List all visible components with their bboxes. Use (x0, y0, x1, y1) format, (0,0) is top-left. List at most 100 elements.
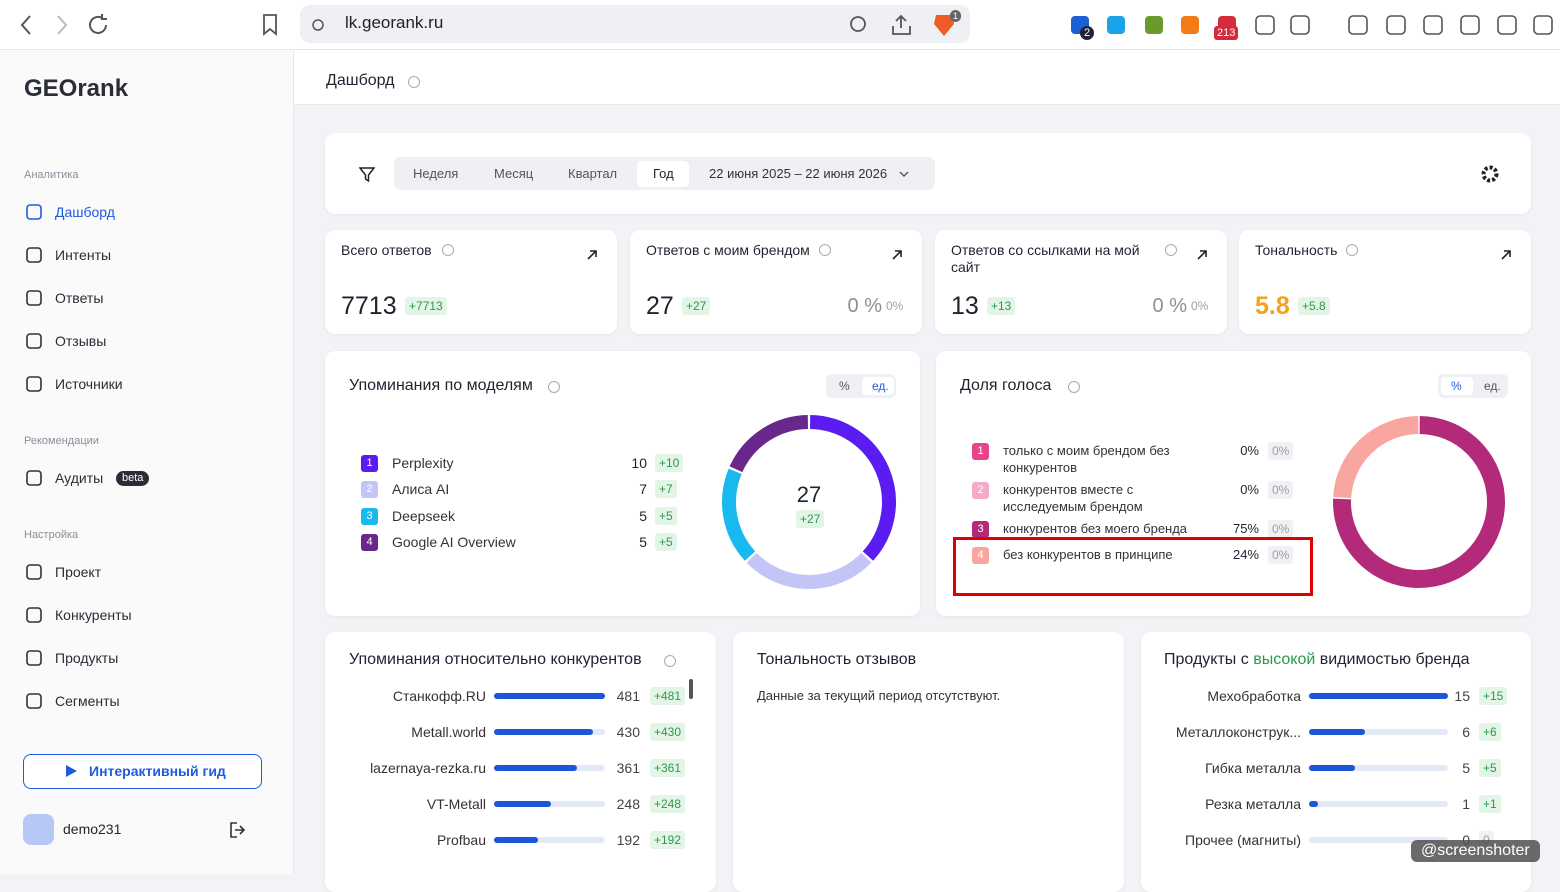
legend-delta: 0% (1268, 520, 1294, 538)
open-icon[interactable] (890, 248, 904, 262)
legend-value: 0% (1240, 443, 1259, 458)
nav-icon[interactable] (25, 649, 43, 667)
nav-icon[interactable] (25, 606, 43, 624)
toggle-option[interactable]: % (839, 379, 850, 393)
extensions (1071, 15, 1553, 35)
ext-icon (1497, 15, 1517, 35)
reviews-card (733, 632, 1124, 892)
bookmark-shape (263, 14, 277, 36)
ext-icon (1255, 15, 1275, 35)
tune (312, 19, 324, 31)
nav-icon-shape (26, 247, 42, 263)
kpi-value: 13 (951, 292, 979, 320)
donut-total: 27 (796, 482, 822, 507)
nav-item[interactable]: Ответы (55, 290, 104, 306)
toggle-option[interactable]: ед. (1484, 379, 1501, 393)
zoom (850, 16, 866, 32)
nav-icon[interactable] (25, 332, 43, 350)
kpi-delta: +7713 (405, 297, 447, 315)
info-icon (1068, 381, 1080, 393)
models-card (325, 351, 920, 616)
donut-total-delta: +27 (796, 510, 825, 528)
ext-icon (1348, 15, 1368, 35)
nav-icon-shape (26, 290, 42, 306)
nav-item[interactable]: Продукты (55, 650, 119, 666)
nav-icon[interactable] (25, 563, 43, 581)
nav-icon[interactable] (25, 469, 43, 487)
nav-item[interactable]: Проект (55, 564, 102, 580)
nav-item[interactable]: Аудиты (55, 470, 104, 486)
kpi-label: Ответов с моим брендом (646, 242, 810, 258)
badge: 213 (1214, 26, 1239, 40)
legend-name: Алиса AI (392, 481, 450, 497)
legend-value: 5 (639, 508, 647, 524)
chevron-shape (899, 171, 909, 177)
open-icon[interactable] (1195, 248, 1209, 262)
bar-value: 248 (616, 796, 640, 812)
info-icon (819, 244, 831, 256)
date-range[interactable]: 22 июня 2025 – 22 июня 2026 (709, 166, 888, 181)
legend-name: Google AI Overview (392, 534, 516, 550)
nav-icon-shape (26, 333, 42, 349)
kpi-label: Тональность (1255, 242, 1338, 258)
bar-delta: +361 (650, 759, 686, 777)
guide-text[interactable]: Интерактивный гид (89, 763, 226, 779)
rank-box: 4 (361, 534, 378, 551)
brave (934, 15, 954, 36)
chevron[interactable] (898, 168, 910, 180)
kpi-share-delta: 0% (886, 299, 904, 313)
arrow (892, 250, 902, 260)
nav-item[interactable]: Сегменты (55, 693, 120, 709)
bar-delta: +15 (1479, 687, 1508, 705)
arrow (1501, 250, 1511, 260)
rank-box: 1 (972, 443, 989, 460)
toggle-option[interactable]: % (1451, 379, 1462, 393)
kpi-card (630, 230, 922, 334)
period-option[interactable]: Квартал (568, 166, 618, 181)
period-option[interactable]: Месяц (494, 166, 534, 181)
nav-item[interactable]: Отзывы (55, 333, 107, 349)
filter-icon[interactable] (359, 166, 375, 182)
share (892, 14, 911, 35)
section-title: Аналитика (24, 169, 79, 181)
badge: 2 (1080, 26, 1095, 40)
toggle-selected (862, 377, 894, 395)
ext-icon (1181, 16, 1199, 34)
nav-item[interactable]: Источники (55, 376, 123, 392)
settings[interactable] (1480, 164, 1500, 184)
guide-button[interactable] (23, 754, 262, 789)
nav-icon[interactable] (25, 692, 43, 710)
nav-icon[interactable] (25, 289, 43, 307)
kpi-value: 7713 (341, 292, 397, 320)
nav-icon[interactable] (25, 203, 43, 221)
nav-item[interactable]: Конкуренты (55, 607, 132, 623)
open-icon[interactable] (585, 248, 599, 262)
nav-icon-shape (26, 470, 42, 486)
ext-icon (1533, 15, 1553, 35)
bar-delta: +6 (1479, 723, 1501, 741)
toggle-option[interactable]: ед. (872, 379, 889, 393)
bar (1309, 693, 1448, 699)
period-option[interactable]: Год (653, 166, 674, 181)
arrow (1197, 250, 1207, 260)
bar-value: 481 (616, 688, 640, 704)
nav-icon[interactable] (25, 246, 43, 264)
open-icon[interactable] (1499, 248, 1513, 262)
logout-shape (230, 822, 246, 838)
rank-box: 3 (361, 508, 378, 525)
play-icon[interactable] (64, 764, 78, 778)
logout[interactable] (228, 821, 246, 839)
kpi-card (935, 230, 1227, 334)
beta-badge: beta (116, 471, 150, 486)
bookmark[interactable] (262, 14, 278, 36)
bar-value: 192 (616, 832, 640, 848)
gear-hole (1487, 171, 1493, 177)
url-field[interactable] (300, 5, 970, 43)
nav-item[interactable]: Дашборд (55, 204, 115, 220)
bar-value: 15 (1454, 688, 1470, 704)
nav-icon[interactable] (25, 375, 43, 393)
period-option[interactable]: Неделя (413, 166, 459, 181)
nav-item[interactable]: Интенты (55, 247, 112, 263)
browser-nav[interactable] (14, 10, 114, 40)
kpi-delta: +13 (987, 297, 1016, 315)
